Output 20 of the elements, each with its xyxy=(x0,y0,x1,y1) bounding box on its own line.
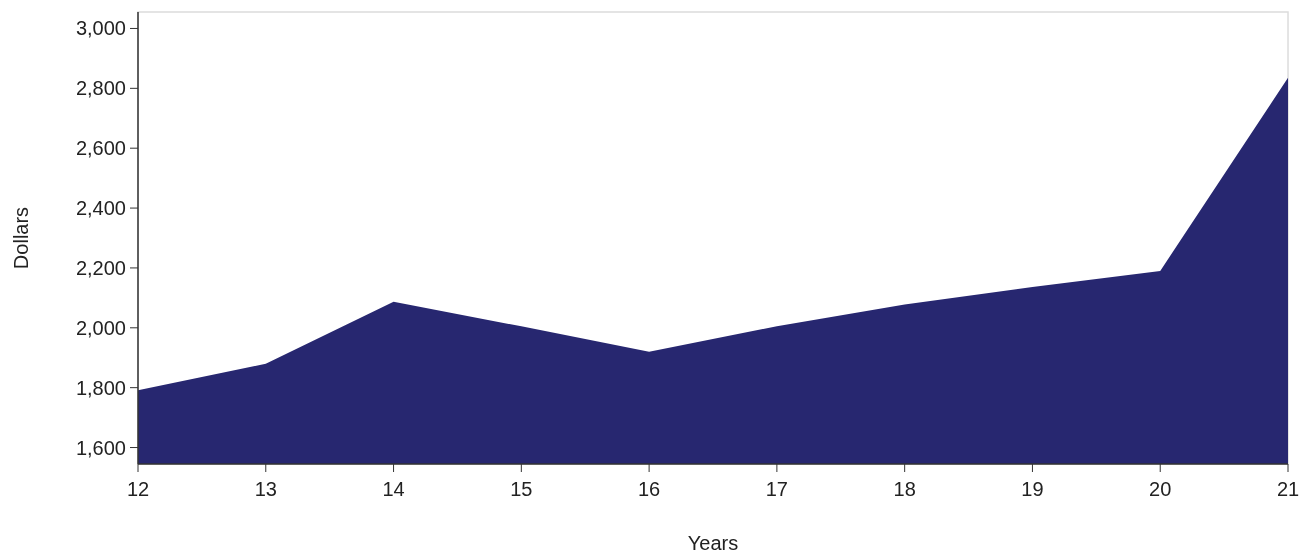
x-tick-label: 16 xyxy=(637,478,661,500)
y-tick-label: 2,200 xyxy=(75,256,126,279)
y-tick-label: 3,000 xyxy=(75,17,126,40)
x-tick-label: 15 xyxy=(510,478,533,500)
x-tick-label: 14 xyxy=(382,478,405,500)
y-axis-title: Dollars xyxy=(10,206,32,270)
x-tick-label: 19 xyxy=(1021,478,1044,500)
y-tick-label: 1,800 xyxy=(75,376,126,399)
x-tick-label: 21 xyxy=(1276,478,1300,500)
y-tick-label: 2,000 xyxy=(75,316,126,339)
x-tick-label: 20 xyxy=(1149,478,1172,500)
y-tick-label: 2,400 xyxy=(75,197,126,220)
x-tick-label: 13 xyxy=(254,478,277,500)
y-tick-label: 2,800 xyxy=(75,77,126,100)
x-tick-label: 18 xyxy=(893,478,916,500)
y-tick-label: 1,600 xyxy=(75,436,126,459)
x-tick-label: 17 xyxy=(765,478,789,500)
x-axis-title: Years xyxy=(687,532,739,554)
y-tick-label: 2,600 xyxy=(75,137,126,160)
x-tick-label: 12 xyxy=(126,478,150,500)
